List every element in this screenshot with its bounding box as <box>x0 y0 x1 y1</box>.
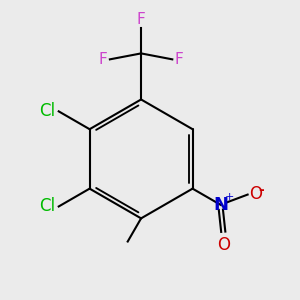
Text: +: + <box>224 192 234 202</box>
Text: F: F <box>175 52 183 67</box>
Text: F: F <box>137 12 146 27</box>
Text: Cl: Cl <box>39 102 55 120</box>
Text: Cl: Cl <box>39 197 55 215</box>
Text: N: N <box>213 196 228 214</box>
Text: -: - <box>259 183 265 197</box>
Text: O: O <box>217 236 230 254</box>
Text: F: F <box>99 52 107 67</box>
Text: O: O <box>249 185 262 203</box>
